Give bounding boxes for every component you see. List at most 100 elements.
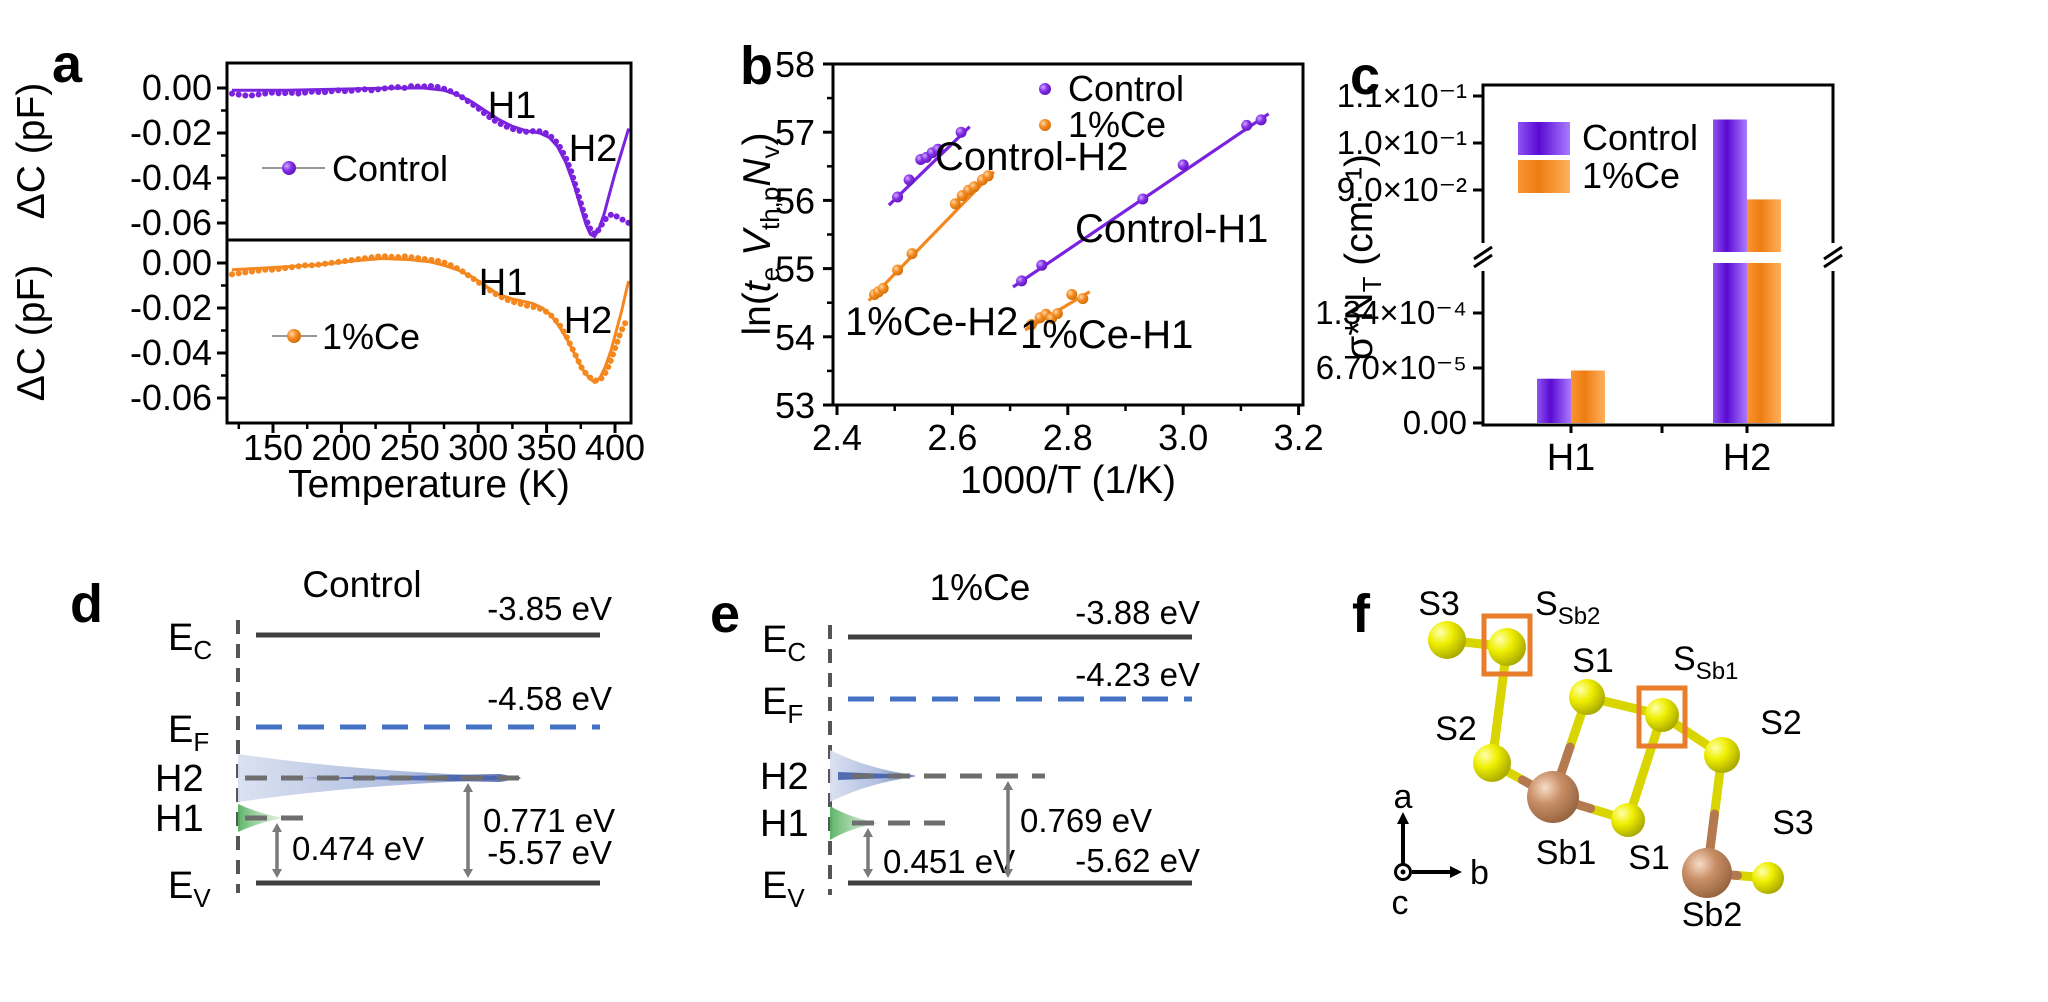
tick-label: -0.04 (130, 332, 212, 373)
f-label-s1-bottom: S1 (1628, 839, 1670, 877)
data-point-1%Ce-H1 (1066, 289, 1078, 300)
b-ylabel: ln(te Vth,pNv) (736, 132, 785, 335)
tick-label: -0.04 (130, 157, 212, 198)
tick-label: 1.0×10⁻¹ (1337, 124, 1467, 161)
f-label-s2-right: S2 (1760, 704, 1802, 742)
a-annotation-h1-top: H1 (488, 85, 537, 127)
f-label-sb2: Sb2 (1682, 896, 1743, 934)
d-h1-gap-value: 0.474 eV (292, 830, 424, 867)
f-axes-indicator: a b c (1392, 778, 1489, 922)
data-point-1%Ce-H2 (949, 198, 961, 210)
tick-label: -0.02 (130, 287, 212, 328)
d-title: Control (302, 564, 421, 605)
data-point-1%Ce-H2 (877, 282, 889, 294)
tick-label: 3.0 (1158, 417, 1208, 458)
a-annotation-h1-bottom: H1 (479, 262, 528, 304)
tick-label: -0.02 (130, 112, 212, 153)
panel-c: c σ*NT (cm⁻¹) 0.00 6.70×10⁻⁵ 1.34×10⁻⁴ 9.0×… (1315, 46, 1843, 479)
tick-label: 0.00 (1403, 404, 1467, 441)
e-h2-gap-arrow (1003, 781, 1013, 878)
f-axis-b-label: b (1470, 854, 1489, 892)
c-axis-break-layer (1473, 243, 1843, 271)
tick-label: 0.00 (142, 67, 212, 108)
e-ec-value: -3.88 eV (1075, 594, 1200, 631)
tick-label: 55 (775, 249, 815, 290)
data-point-1%Ce-H2 (982, 170, 994, 182)
c-plot-layer: 0.00 6.70×10⁻⁵ 1.34×10⁻⁴ 9.0×10⁻² 1.0×10⁻¹ 1.… (1315, 77, 1781, 441)
c-legend-label-control: Control (1582, 117, 1698, 158)
data-point-Control-H1 (1137, 193, 1149, 205)
fit-curve-1%Ce (231, 256, 631, 385)
b-legend-marker-ce (1039, 119, 1051, 131)
axis-break-slash (1473, 253, 1493, 269)
data-point-Control-H1 (1255, 114, 1267, 126)
panel-letter-c: c (1350, 46, 1380, 106)
panel-letter-a: a (52, 34, 83, 94)
b-xlabel: 1000/T (1/K) (960, 459, 1176, 502)
a-ylabel-top: ΔC (pF) (10, 83, 53, 220)
b-frame (831, 62, 1305, 407)
f-atom-s-sb1-antisite (1645, 698, 1679, 732)
f-label-sb1: Sb1 (1536, 834, 1597, 872)
f-atom-sb1 (1527, 771, 1579, 823)
a-annotation-h2-bottom: H2 (564, 300, 613, 342)
f-atom-sb2 (1682, 848, 1732, 898)
c-legend-swatch-ce (1518, 160, 1570, 193)
d-ev-label: EV (168, 865, 211, 913)
panel-b: b ln(te Vth,pNv) 2.4 2.6 2.8 3.0 3.2 53 54 55 56… (736, 36, 1324, 502)
d-ev-value: -5.57 eV (487, 834, 612, 871)
axis-break-slash (1823, 253, 1843, 269)
panel-d: d Control EC -3.85 eV EF -4.58 eV H2 H1 … (70, 564, 615, 913)
tick-label: 58 (775, 44, 815, 85)
tick-label: 0.00 (142, 242, 212, 283)
a-ylabel-bottom: ΔC (pF) (10, 265, 53, 402)
f-highlight-box-ssb1 (1636, 685, 1688, 749)
f-label-s2-left: S2 (1435, 710, 1477, 748)
b-legend-label-control: Control (1068, 68, 1184, 109)
data-point-1%Ce-H1 (1077, 293, 1089, 305)
d-ef-value: -4.58 eV (487, 680, 612, 717)
f-axis-a-label: a (1394, 778, 1413, 816)
data-point-Control-H2 (932, 143, 944, 155)
data-point-Control-H1 (1177, 159, 1189, 171)
b-legend-marker-control (1039, 83, 1051, 95)
c-category-h2: H2 (1723, 437, 1772, 479)
tick-label: 400 (585, 427, 645, 468)
tick-label: 53 (775, 385, 815, 426)
b-annotation-ce-h1: 1%Ce-H1 (1020, 313, 1193, 357)
f-atom-s3-right (1752, 862, 1784, 894)
axis-break-slash (1473, 245, 1493, 261)
data-point-1%Ce-H2 (906, 248, 918, 260)
axis-break-slash (1823, 245, 1843, 261)
f-highlight-box-ssb2 (1481, 613, 1533, 677)
f-atoms (1428, 621, 1784, 898)
data-point-1%Ce-H1 (1025, 319, 1037, 330)
a-xlabel: Temperature (K) (288, 463, 570, 506)
d-ec-label: EC (168, 617, 212, 665)
tick-label: 200 (311, 427, 371, 468)
d-ec-value: -3.85 eV (487, 590, 612, 627)
panel-letter-f: f (1352, 584, 1371, 644)
tick-label: 56 (775, 180, 815, 221)
panel-f: f (1352, 584, 1814, 934)
tick-label: 3.2 (1274, 417, 1324, 458)
f-atom-s1-bottom (1611, 803, 1645, 837)
a-legend-label-ce: 1%Ce (322, 316, 420, 357)
data-point-1%Ce-H1 (1051, 308, 1063, 320)
b-plot-layer: 2.4 2.6 2.8 3.0 3.2 53 54 55 56 57 58 (775, 44, 1324, 458)
f-atom-s-sb2-antisite (1488, 628, 1526, 666)
panel-letter-b: b (740, 36, 773, 96)
f-atom-s3-topleft (1428, 621, 1466, 659)
e-h1-gap-arrow (863, 828, 873, 878)
a-plot-layer: 150 200 250 300 350 4000.000.00-0.02-0.02-0.0… (130, 67, 645, 468)
c-ylabel: σ*NT (cm⁻¹) (1338, 154, 1387, 360)
tick-label: 300 (448, 427, 508, 468)
a-legend-label-control: Control (332, 148, 448, 189)
a-legend-marker-control (282, 161, 296, 175)
f-label-ssb2: SSb2 (1535, 585, 1600, 630)
f-label-s3-right: S3 (1772, 804, 1814, 842)
tick-label: 54 (775, 317, 815, 358)
panel-a: a ΔC (pF) ΔC (pF) 150 200 250 300 350 400 0.00… (10, 34, 645, 506)
